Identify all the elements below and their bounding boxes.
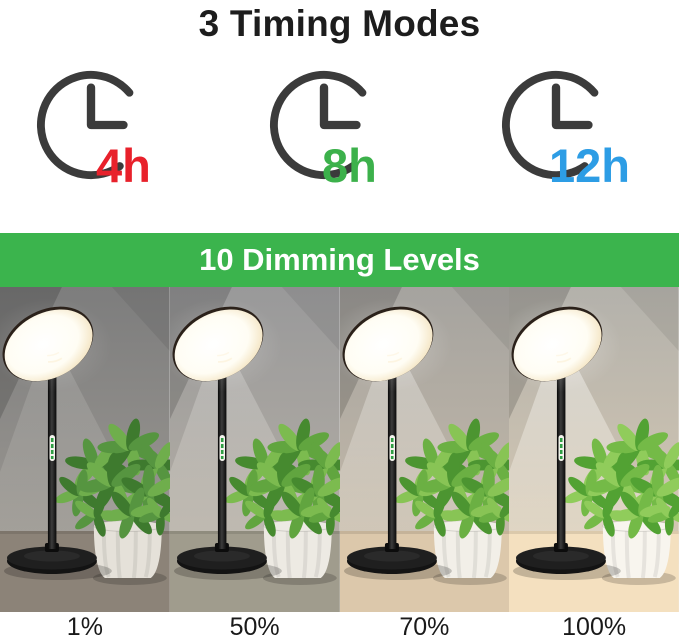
dimming-label-70: 70% — [399, 613, 450, 641]
clock-icon — [36, 71, 134, 180]
dimming-panel-1-percent — [0, 287, 170, 612]
dimming-banner: 10 Dimming Levels — [0, 233, 679, 287]
timing-title: 3 Timing Modes — [198, 3, 481, 44]
clock-icon — [269, 71, 367, 180]
dimming-label-50: 50% — [229, 613, 280, 641]
plant-pot — [263, 526, 332, 578]
lamp-scene — [169, 287, 340, 612]
lamp-head — [2, 306, 94, 382]
plant-pot — [603, 526, 672, 578]
lamp-head — [511, 306, 603, 382]
timing-mode-4h — [32, 66, 150, 184]
plant-pot — [433, 526, 502, 578]
timing-mode-label-8h: 8h — [322, 139, 377, 192]
timing-mode-label-12h: 12h — [549, 139, 630, 192]
clock-icon — [501, 71, 599, 180]
dimming-panels — [0, 287, 679, 612]
lamp-head — [172, 306, 264, 382]
plant-foliage — [224, 418, 340, 539]
dimming-label-100: 100% — [562, 613, 627, 641]
dimming-panel-100-percent — [509, 287, 679, 612]
dimming-panel-70-percent — [339, 287, 510, 612]
timing-mode-label-4h: 4h — [96, 139, 151, 192]
timing-mode-8h — [265, 66, 383, 184]
plant-foliage — [394, 418, 510, 539]
dimming-banner-title: 10 Dimming Levels — [199, 242, 480, 277]
dimming-panel-50-percent — [169, 287, 340, 612]
dimming-level-labels: 1% 50% 70% 100% — [0, 612, 679, 642]
plant-pot — [93, 526, 162, 578]
plant-foliage — [564, 418, 679, 539]
dimming-label-1: 1% — [66, 613, 103, 641]
plant-foliage — [55, 418, 170, 539]
lamp-scene — [339, 287, 510, 612]
lamp-head — [342, 306, 433, 382]
timing-section: 3 Timing Modes 4h 8h 12h — [0, 0, 679, 233]
timing-mode-12h — [497, 66, 615, 184]
lamp-scene — [0, 287, 170, 612]
lamp-scene — [509, 287, 679, 612]
